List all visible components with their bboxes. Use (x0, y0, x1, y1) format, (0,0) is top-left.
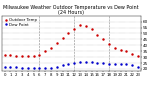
Dew Point (120, 64, 121, 65)
Dew Point (96, 63, 98, 64)
Dew Point (9, 66, 11, 67)
Dew Point (102, 63, 104, 64)
Outdoor Temp (131, 53, 133, 54)
Dew Point (114, 64, 116, 65)
Dew Point (131, 65, 133, 66)
Dew Point (44, 67, 46, 68)
Dew Point (79, 61, 81, 62)
Outdoor Temp (91, 28, 92, 29)
Outdoor Temp (27, 55, 29, 56)
Outdoor Temp (32, 55, 34, 56)
Dew Point (91, 61, 92, 62)
Dew Point (85, 61, 87, 62)
Outdoor Temp (79, 25, 81, 26)
Outdoor Temp (125, 51, 127, 52)
Dew Point (4, 66, 5, 67)
Dew Point (15, 66, 17, 67)
Outdoor Temp (67, 33, 69, 34)
Dew Point (38, 67, 40, 68)
Outdoor Temp (62, 38, 64, 39)
Outdoor Temp (4, 54, 5, 55)
Dew Point (27, 67, 29, 68)
Outdoor Temp (50, 47, 52, 48)
Outdoor Temp (137, 55, 139, 56)
Dew Point (67, 64, 69, 65)
Dew Point (108, 64, 110, 65)
Outdoor Temp (102, 39, 104, 40)
Outdoor Temp (9, 54, 11, 55)
Outdoor Temp (73, 28, 75, 29)
Outdoor Temp (85, 26, 87, 27)
Line: Outdoor Temp: Outdoor Temp (4, 24, 139, 57)
Dew Point (62, 65, 64, 66)
Outdoor Temp (21, 55, 23, 56)
Dew Point (50, 67, 52, 68)
Dew Point (137, 66, 139, 67)
Outdoor Temp (96, 34, 98, 35)
Outdoor Temp (114, 47, 116, 48)
Outdoor Temp (120, 50, 121, 51)
Dew Point (125, 64, 127, 65)
Outdoor Temp (108, 44, 110, 45)
Outdoor Temp (56, 42, 58, 43)
Outdoor Temp (38, 54, 40, 55)
Outdoor Temp (15, 55, 17, 56)
Dew Point (73, 63, 75, 64)
Dew Point (56, 66, 58, 67)
Outdoor Temp (44, 51, 46, 52)
Dew Point (21, 67, 23, 68)
Dew Point (32, 67, 34, 68)
Legend: Outdoor Temp, Dew Point: Outdoor Temp, Dew Point (4, 18, 37, 28)
Title: Milwaukee Weather Outdoor Temperature vs Dew Point (24 Hours): Milwaukee Weather Outdoor Temperature vs… (3, 5, 139, 15)
Line: Dew Point: Dew Point (4, 61, 139, 69)
